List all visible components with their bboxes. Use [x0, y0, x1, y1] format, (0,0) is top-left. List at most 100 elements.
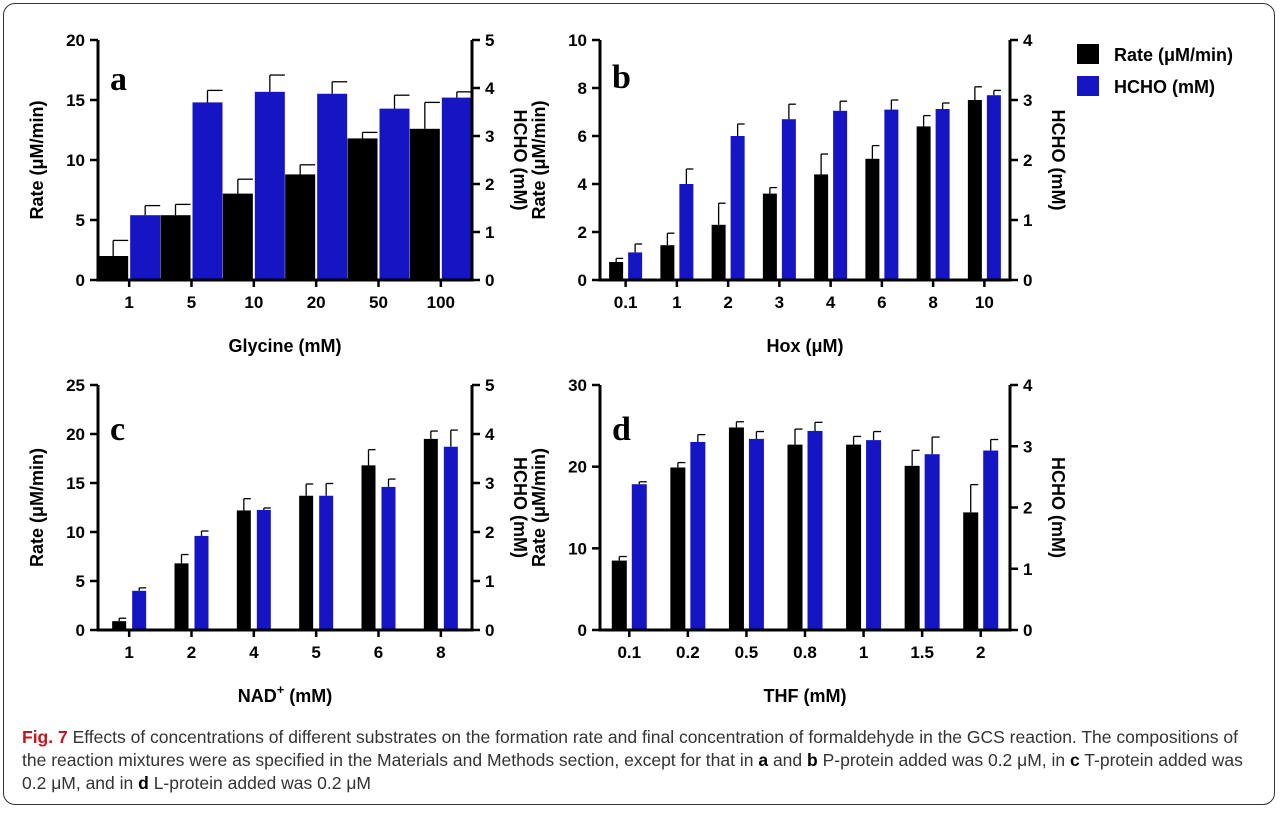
panel-b: 0.1 1 2 3 4 6 8 10 0 2 4 6 8 10 0 1 2 3 4 b Rate (μM/min) HCH…	[529, 31, 1068, 356]
right-y-tick-label: 2	[485, 523, 494, 542]
x-tick-label: 100	[427, 293, 455, 312]
x-tick-label: 2	[976, 643, 985, 662]
hcho-bar	[679, 184, 694, 280]
left-y-tick-label: 20	[66, 425, 85, 444]
rate-bar	[728, 427, 744, 630]
rate-bar	[963, 512, 979, 630]
left-y-tick-label: 0	[578, 271, 587, 290]
legend-swatch-rate	[1077, 44, 1099, 64]
right-y-tick-label: 3	[485, 127, 494, 146]
x-tick-label: 4	[249, 643, 259, 662]
x-tick-label: 6	[374, 643, 383, 662]
x-tick-label: 8	[436, 643, 445, 662]
hcho-bar	[254, 91, 285, 280]
hcho-bar	[690, 441, 706, 630]
x-tick-label: 1	[672, 293, 681, 312]
hcho-bar	[884, 109, 899, 280]
rate-bar	[762, 193, 777, 280]
right-y-tick-label: 1	[485, 572, 494, 591]
caption-segment: Effects of concentrations of different s…	[22, 727, 1238, 770]
right-y-tick-label: 0	[1023, 271, 1032, 290]
right-y-tick-label: 5	[485, 376, 494, 395]
rate-bar	[660, 245, 675, 280]
rate-bar	[916, 126, 931, 281]
rate-bar	[409, 128, 440, 280]
rate-bar	[112, 621, 127, 630]
right-y-tick-label: 2	[1023, 151, 1032, 170]
hcho-bar	[319, 495, 334, 630]
x-axis-label: Glycine (mM)	[228, 336, 341, 356]
right-y-tick-label: 1	[485, 223, 494, 242]
left-y-tick-label: 20	[66, 31, 85, 50]
rate-bar	[670, 467, 686, 630]
hcho-bar	[443, 446, 458, 630]
legend-label: HCHO (mM)	[1114, 77, 1215, 97]
left-y-tick-label: 15	[66, 474, 85, 493]
caption-segment: P-protein added was 0.2 μM, in	[817, 750, 1071, 770]
hcho-bar	[317, 93, 348, 280]
hcho-bar	[628, 252, 643, 280]
x-tick-label: 0.8	[793, 643, 817, 662]
hcho-bar	[866, 440, 882, 630]
x-tick-label: 6	[877, 293, 886, 312]
caption-body: Effects of concentrations of different s…	[22, 727, 1243, 793]
rate-bar	[285, 174, 316, 280]
rate-bar	[711, 224, 726, 280]
left-y-tick-label: 0	[76, 621, 85, 640]
x-tick-label: 0.1	[614, 293, 638, 312]
x-axis-label: Hox (μM)	[766, 336, 843, 356]
x-tick-label: 2	[187, 643, 196, 662]
right-y-tick-label: 2	[485, 175, 494, 194]
x-tick-label: 50	[369, 293, 388, 312]
figure-frame	[3, 3, 1275, 805]
left-y-tick-label: 10	[568, 31, 587, 50]
right-y-tick-label: 0	[485, 271, 494, 290]
x-tick-label: 20	[307, 293, 326, 312]
hcho-bar	[132, 590, 147, 630]
left-y-tick-label: 5	[76, 572, 85, 591]
right-y-axis-label: HCHO (mM)	[1048, 457, 1068, 558]
caption-segment: T-protein added was 0.2 μM, and in	[22, 750, 1243, 793]
rate-bar	[98, 256, 129, 280]
figure-label: Fig. 7	[22, 727, 68, 747]
hcho-bar	[833, 110, 848, 280]
right-y-tick-label: 3	[485, 474, 494, 493]
rate-bar	[347, 138, 378, 280]
right-y-axis-label: HCHO (mM)	[510, 110, 530, 211]
hcho-bar	[631, 484, 647, 630]
rate-bar	[904, 465, 920, 630]
x-tick-label: 1	[124, 293, 133, 312]
caption-segment: c	[1070, 750, 1080, 770]
panel-letter: d	[612, 411, 631, 448]
left-y-axis-label: Rate (μM/min)	[27, 448, 47, 567]
rate-bar	[174, 563, 189, 630]
hcho-bar	[924, 454, 940, 630]
rate-bar	[865, 158, 880, 280]
left-y-tick-label: 20	[568, 458, 587, 477]
x-axis-label: NAD+ (mM)	[238, 682, 333, 706]
x-tick-label: 0.2	[676, 643, 700, 662]
left-y-tick-label: 10	[66, 523, 85, 542]
left-y-tick-label: 6	[578, 127, 587, 146]
left-y-axis-label: Rate (μM/min)	[27, 100, 47, 219]
right-y-tick-label: 5	[485, 31, 494, 50]
x-tick-label: 2	[723, 293, 732, 312]
hcho-bar	[986, 95, 1001, 280]
rate-bar	[846, 444, 862, 630]
figure-caption: Fig. 7 Effects of concentrations of diff…	[22, 726, 1260, 795]
x-tick-label: 5	[187, 293, 196, 312]
left-y-axis-label: Rate (μM/min)	[529, 100, 549, 219]
right-y-axis-label: HCHO (mM)	[1048, 110, 1068, 211]
rate-bar	[967, 100, 982, 280]
legend-label: Rate (μM/min)	[1114, 45, 1233, 65]
rate-bar	[787, 444, 803, 630]
hcho-bar	[748, 438, 764, 630]
hcho-bar	[130, 215, 161, 280]
hcho-bar	[194, 535, 209, 630]
right-y-tick-label: 1	[1023, 560, 1032, 579]
x-tick-label: 1	[124, 643, 133, 662]
right-y-tick-label: 1	[1023, 211, 1032, 230]
